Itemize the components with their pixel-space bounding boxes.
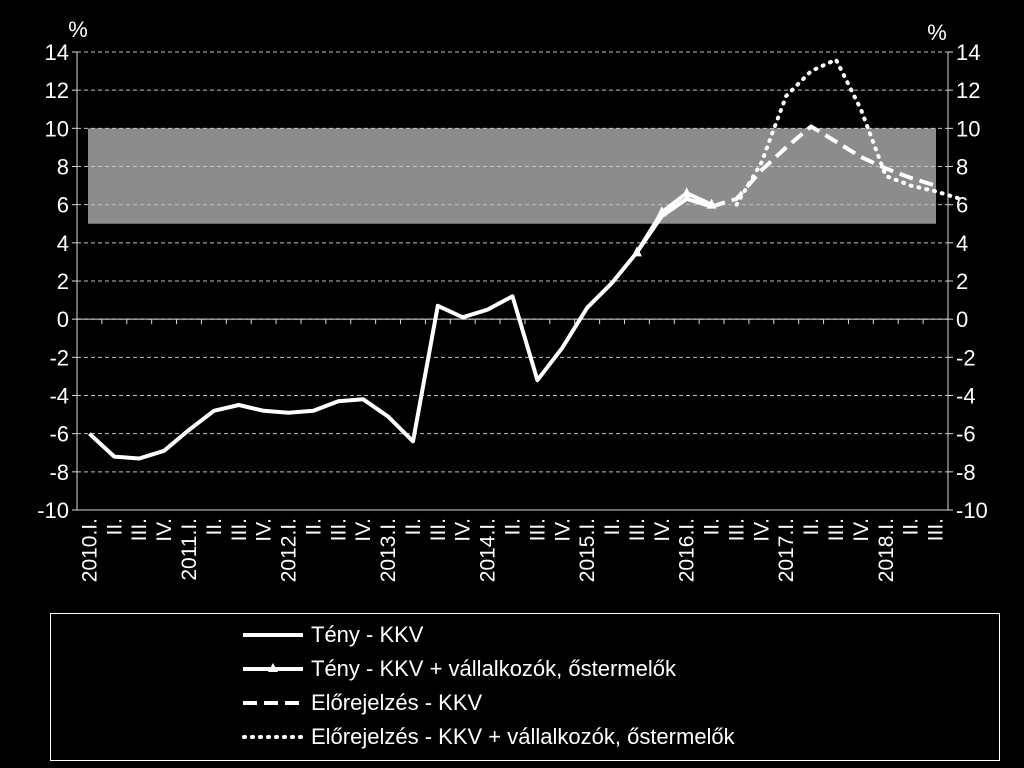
y-tick-label-right: -8 bbox=[956, 460, 976, 485]
x-tick-label: 2011.I. bbox=[178, 518, 201, 581]
x-tick-label: 2013.I. bbox=[377, 518, 400, 582]
y-tick-label-left: 2 bbox=[57, 269, 69, 294]
series-marker-triangle bbox=[656, 206, 667, 217]
y-tick-label-right: 8 bbox=[956, 155, 968, 180]
legend: Tény - KKV Tény - KKV + vállalkozók, őst… bbox=[50, 613, 1000, 761]
series-line-1 bbox=[635, 191, 713, 254]
y-tick-label-left: 8 bbox=[57, 155, 69, 180]
x-tick-label: IV. bbox=[452, 518, 475, 542]
y-tick-label-left: 14 bbox=[45, 40, 69, 65]
x-tick-label: IV. bbox=[153, 518, 176, 542]
x-tick-label: IV. bbox=[352, 518, 375, 542]
y-tick-label-right: -10 bbox=[956, 498, 988, 523]
y-tick-label-right: 2 bbox=[956, 269, 968, 294]
y-tick-label-left: -4 bbox=[49, 384, 69, 409]
y-tick-label-left: 0 bbox=[57, 307, 69, 332]
legend-solid-line-swatch bbox=[243, 633, 303, 637]
y-tick-label-left: 6 bbox=[57, 193, 69, 218]
series-marker-triangle bbox=[681, 187, 692, 198]
x-tick-label: 2014.I. bbox=[477, 518, 500, 582]
y-tick-label-left: -6 bbox=[49, 422, 69, 447]
legend-item-teny-kkv: Tény - KKV bbox=[241, 620, 423, 650]
legend-item-elorejelzes-kkv: Előrejelzés - KKV bbox=[241, 688, 482, 718]
y-tick-label-right: 0 bbox=[956, 307, 968, 332]
y-tick-label-right: -4 bbox=[956, 384, 976, 409]
series-marker-triangle bbox=[631, 246, 642, 257]
y-tick-label-left: -2 bbox=[49, 345, 69, 370]
series-line-0 bbox=[88, 196, 713, 461]
y-tick-label-left: 4 bbox=[57, 231, 69, 256]
x-tick-label: II. bbox=[203, 518, 226, 536]
legend-dashed-line-swatch bbox=[243, 701, 303, 705]
legend-label: Előrejelzés - KKV bbox=[311, 690, 483, 715]
x-tick-label: III. bbox=[725, 518, 748, 541]
x-tick-label: II. bbox=[502, 518, 525, 536]
x-tick-label: II. bbox=[402, 518, 425, 536]
x-tick-label: 2018.I. bbox=[875, 518, 898, 582]
x-tick-label: III. bbox=[825, 518, 848, 541]
x-tick-label: 2015.I. bbox=[576, 518, 599, 582]
y-tick-label-left: -10 bbox=[37, 498, 69, 523]
y-tick-label-right: 10 bbox=[956, 116, 980, 141]
x-tick-label: III. bbox=[925, 518, 948, 541]
x-tick-label: III. bbox=[626, 518, 649, 541]
x-tick-label: IV. bbox=[253, 518, 276, 542]
x-tick-label: III. bbox=[128, 518, 151, 541]
x-tick-label: II. bbox=[302, 518, 325, 536]
x-tick-label: II. bbox=[103, 518, 126, 536]
y-tick-label-left: 10 bbox=[45, 116, 69, 141]
y-unit-right: % bbox=[927, 20, 947, 45]
x-tick-label: III. bbox=[526, 518, 549, 541]
x-tick-label: II. bbox=[701, 518, 724, 536]
y-tick-label-left: 12 bbox=[45, 78, 69, 103]
x-tick-label: 2017.I. bbox=[775, 518, 798, 582]
target-band bbox=[88, 128, 936, 224]
y-tick-label-right: 4 bbox=[956, 231, 968, 256]
y-unit-left: % bbox=[68, 17, 88, 42]
legend-item-elorejelzes-kkv-vallalkozok: Előrejelzés - KKV + vállalkozók, ősterme… bbox=[241, 722, 735, 752]
legend-triangle-line-swatch bbox=[243, 663, 303, 672]
legend-item-teny-kkv-vallalkozok: Tény - KKV + vállalkozók, őstermelők bbox=[241, 654, 676, 684]
x-tick-label: 2010.I. bbox=[78, 518, 101, 582]
x-tick-label: IV. bbox=[551, 518, 574, 542]
x-tick-label: III. bbox=[228, 518, 251, 541]
x-tick-label: 2012.I. bbox=[278, 518, 301, 582]
legend-label: Tény - KKV + vállalkozók, őstermelők bbox=[311, 656, 676, 681]
x-tick-label: II. bbox=[800, 518, 823, 536]
y-tick-label-right: -2 bbox=[956, 345, 976, 370]
x-tick-label: IV. bbox=[850, 518, 873, 542]
legend-label: Tény - KKV bbox=[311, 622, 424, 647]
x-tick-label: IV. bbox=[651, 518, 674, 542]
legend-dotted-line-swatch bbox=[242, 735, 305, 739]
x-tick-label: III. bbox=[327, 518, 350, 541]
x-tick-label: 2016.I. bbox=[676, 518, 699, 582]
y-tick-label-right: 12 bbox=[956, 78, 980, 103]
series-line-3 bbox=[734, 57, 963, 207]
x-tick-label: IV. bbox=[750, 518, 773, 542]
y-tick-label-right: 14 bbox=[956, 40, 980, 65]
x-tick-label: II. bbox=[900, 518, 923, 536]
legend-label: Előrejelzés - KKV + vállalkozók, ősterme… bbox=[311, 724, 735, 749]
y-tick-label-right: -6 bbox=[956, 422, 976, 447]
x-tick-label: III. bbox=[427, 518, 450, 541]
x-tick-label: II. bbox=[601, 518, 624, 536]
y-tick-label-left: -8 bbox=[49, 460, 69, 485]
